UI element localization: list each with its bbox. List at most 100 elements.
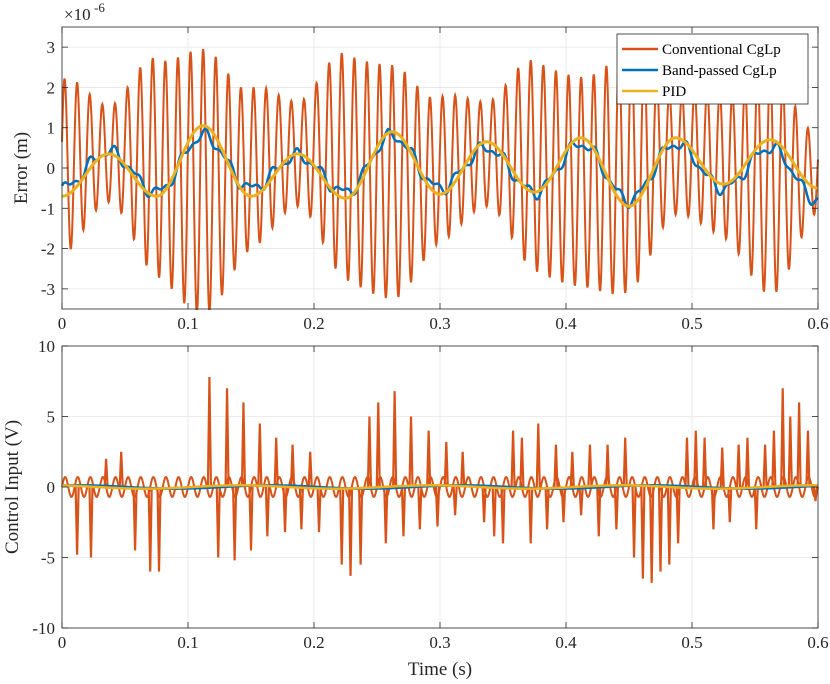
control-spike (587, 444, 593, 488)
control-spike (215, 486, 221, 558)
control-spike (519, 437, 525, 488)
exponent-power: -6 (94, 0, 105, 15)
control-spike (232, 486, 238, 561)
control-spike (339, 486, 345, 565)
legend-entry-conventional: Conventional CgLp (662, 42, 781, 58)
control-spike (460, 451, 466, 488)
control-spike (375, 402, 381, 488)
control-spike (780, 388, 786, 488)
control-spike (702, 437, 708, 488)
control-spike (224, 388, 230, 488)
error-axes: 0 0.1 0.2 0.3 0.4 0.5 0.6 -3 -2 -1 0 1 2 3 ×10 -6 Err… (11, 0, 829, 333)
control-spike (316, 486, 322, 533)
control-spike (347, 486, 354, 576)
error-ytick-label: 1 (47, 119, 56, 138)
control-spike (622, 437, 628, 488)
control-spike (528, 486, 534, 544)
control-ytick-label: 0 (47, 478, 56, 497)
error-xtick-label: 0.5 (681, 314, 702, 333)
control-spike (684, 437, 690, 488)
legend: Conventional CgLp Band-passed CgLp PID (616, 33, 809, 105)
control-spike (443, 441, 449, 488)
control-spike (553, 444, 559, 488)
control-spike (657, 486, 664, 572)
control-spike (727, 486, 733, 523)
control-spike (118, 451, 124, 488)
control-spike (500, 486, 506, 544)
control-spike (282, 486, 288, 533)
error-exponent-label: ×10 -6 (64, 0, 105, 24)
control-spike (417, 486, 423, 530)
control-ytick-label: 10 (38, 337, 55, 356)
error-xtick-label: 0.2 (303, 314, 324, 333)
control-spike (358, 486, 364, 565)
control-spike (481, 486, 487, 523)
error-ytick-label: 0 (47, 159, 56, 178)
control-ytick-label: -5 (41, 549, 55, 568)
control-spike (206, 377, 213, 488)
control-spike (132, 486, 138, 551)
control-spike (392, 391, 398, 488)
control-spike (510, 430, 516, 488)
control-xtick-label: 0.6 (807, 633, 828, 652)
control-xtick-label: 0.3 (429, 633, 450, 652)
error-ylabel: Error (m) (11, 132, 32, 204)
series-bandpassed-cglp-error (60, 127, 819, 209)
control-spike (535, 423, 541, 488)
control-spike (753, 486, 759, 530)
control-spike (693, 430, 699, 488)
control-spike (307, 451, 313, 488)
control-spike (719, 447, 725, 488)
control-spike (762, 444, 768, 488)
error-xtick-label: 0.6 (807, 314, 828, 333)
control-spike (491, 486, 497, 537)
control-xtick-label: 0.1 (177, 633, 198, 652)
series-pid-error (61, 124, 819, 208)
error-xtick-label: 0.4 (555, 314, 577, 333)
time-xlabel: Time (s) (408, 659, 472, 680)
control-ticks: 0 0.1 0.2 0.3 0.4 0.5 0.6 -10 -5 0 5 10 (32, 337, 828, 652)
legend-entry-bandpassed: Band-passed CgLp (662, 63, 777, 79)
exponent-base: ×10 (64, 5, 91, 24)
control-spike (596, 486, 602, 537)
control-axes: 0 0.1 0.2 0.3 0.4 0.5 0.6 -10 -5 0 5 10 Control Inp… (2, 337, 829, 680)
control-spike (744, 437, 751, 488)
control-ytick-label: 5 (47, 408, 56, 427)
control-xtick-label: 0.2 (303, 633, 324, 652)
control-spike (812, 486, 819, 502)
error-ticks: 0 0.1 0.2 0.3 0.4 0.5 0.6 -3 -2 -1 0 1 2 3 (41, 27, 829, 333)
error-ytick-label: 2 (47, 78, 56, 97)
legend-entry-pid: PID (662, 84, 686, 100)
control-series (61, 377, 819, 583)
error-xtick-label: 0 (58, 314, 67, 333)
control-spike (383, 486, 389, 544)
control-xtick-label: 0 (58, 633, 67, 652)
control-spike (426, 430, 432, 488)
control-spike (248, 486, 254, 551)
control-spike (613, 486, 619, 530)
series-pid-control (61, 484, 819, 490)
control-spike (273, 437, 279, 488)
control-spike (805, 430, 811, 488)
control-spike (736, 444, 742, 488)
control-spike (103, 458, 109, 488)
control-spike (400, 486, 407, 537)
error-xtick-label: 0.1 (177, 314, 198, 333)
control-spike (649, 486, 655, 583)
control-spike (631, 486, 637, 558)
control-spike (452, 486, 458, 516)
control-spike (264, 486, 270, 537)
control-spike (640, 486, 646, 579)
control-spike (675, 486, 681, 544)
control-spike (147, 486, 153, 572)
control-spike (796, 402, 802, 488)
error-xtick-label: 0.3 (429, 314, 450, 333)
control-spike (298, 486, 304, 530)
control-spike (569, 451, 575, 488)
error-ytick-label: -1 (41, 199, 55, 218)
error-ytick-label: -2 (41, 240, 55, 259)
control-spike (434, 486, 441, 527)
control-spike (366, 416, 373, 488)
control-ylabel: Control Input (V) (2, 420, 23, 554)
